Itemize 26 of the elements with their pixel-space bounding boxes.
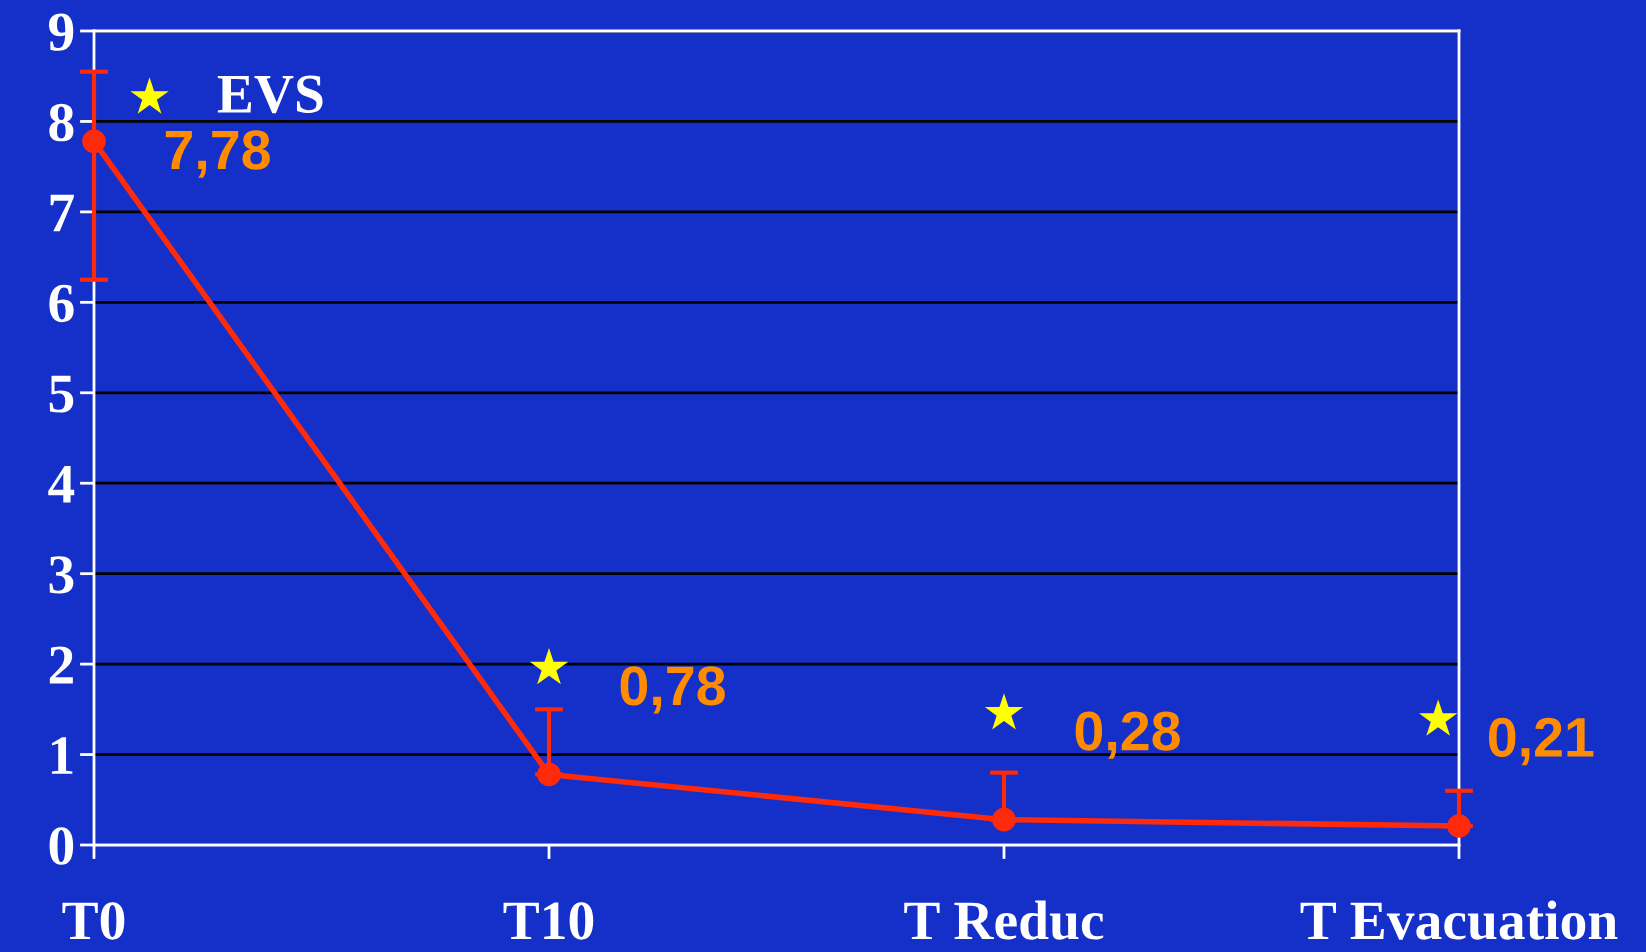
y-tick-label: 1 [51, 737, 73, 774]
y-tick-label: 2 [49, 646, 73, 684]
annotation: ★ [984, 693, 1024, 730]
y-tick-label: 0 [49, 827, 74, 865]
x-tick-label: T10 [503, 902, 594, 940]
y-tick-label: 3 [49, 556, 74, 594]
x-tick-label: T Evacuation [1300, 900, 1618, 940]
data-label: 0,28 [1075, 711, 1180, 759]
point [82, 129, 106, 154]
y-tick-label: 4 [48, 465, 75, 503]
y-tick-label: 6 [49, 284, 74, 323]
y-tick-label: 5 [49, 375, 74, 413]
annotation: ★ [130, 77, 169, 114]
data-label: 0,21 [1488, 717, 1594, 766]
y-tick-label: 8 [49, 103, 74, 142]
y-tick-label: 9 [48, 13, 74, 51]
point [537, 762, 561, 787]
data-label: 0,78 [620, 666, 725, 714]
point [992, 807, 1016, 832]
x-tick-label: T Reduc [904, 900, 1104, 940]
annotation: ★ [1419, 699, 1458, 736]
point [1447, 814, 1471, 838]
text: EVS [217, 75, 323, 114]
y-tick-label: 7 [50, 194, 74, 232]
x-tick-label: T0 [62, 902, 125, 940]
data-label: 7,78 [165, 130, 270, 178]
